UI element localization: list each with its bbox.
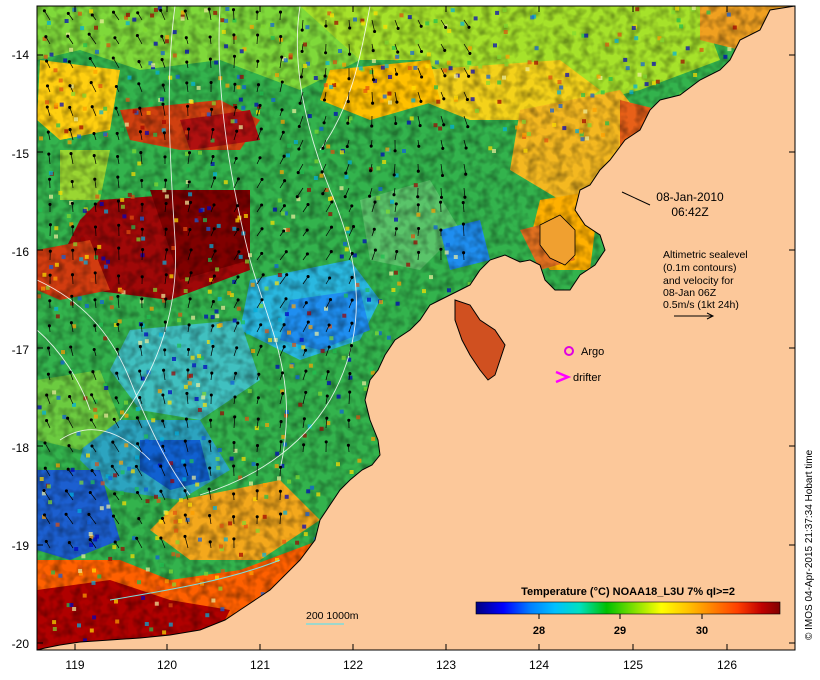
lon-label: 119: [65, 658, 84, 672]
credit-text: © IMOS 04-Apr-2015 21:37:34 Hobart time: [804, 449, 815, 640]
lat-label: -19: [12, 539, 30, 553]
sst-field: [37, 6, 795, 650]
colorbar-tick: 29: [614, 625, 626, 637]
peninsula: [454, 299, 506, 381]
timestamp-time: 06:42Z: [671, 205, 708, 219]
altimetry-line: and velocity for: [663, 275, 734, 287]
timestamp-date: 08-Jan-2010: [656, 190, 724, 204]
colorbar-tick: 30: [696, 625, 708, 637]
lon-label: 126: [717, 658, 737, 672]
altimetry-note: Altimetric sealevel (0.1m contours) and …: [663, 249, 748, 311]
timestamp-pointer: [621, 191, 651, 206]
lon-label: 124: [529, 658, 549, 672]
lat-label: -18: [12, 441, 30, 455]
lon-label: 123: [436, 658, 456, 672]
altimetry-line: 0.5m/s (1kt 24h): [663, 299, 739, 311]
plot-border: [36, 5, 796, 651]
lat-label: -20: [12, 637, 30, 651]
argo-label: Argo: [581, 346, 604, 358]
timestamp-annotation: 08-Jan-2010 06:42Z: [656, 190, 724, 219]
altimetry-line: 08-Jan 06Z: [663, 287, 717, 299]
lon-label: 121: [250, 658, 270, 672]
lat-label: -16: [12, 245, 30, 259]
lon-axis: 119 120 121 122 123 124 125 126: [65, 658, 737, 672]
drifter-marker: [555, 370, 572, 384]
lon-label: 125: [623, 658, 643, 672]
bay-inlet: [539, 214, 576, 266]
altimetry-line: Altimetric sealevel: [663, 249, 748, 261]
bathymetry-label: 200 1000m: [306, 610, 359, 622]
velocity-vectors: [42, 7, 472, 549]
altimetry-line: (0.1m contours): [663, 262, 737, 274]
sealevel-contours: [37, 6, 371, 496]
lat-label: -17: [12, 343, 30, 357]
drifter-label: drifter: [573, 372, 601, 384]
lon-label: 120: [157, 658, 177, 672]
colorbar: Temperature (°C) NOAA18_L3U 7% qI>=2 28 …: [475, 586, 781, 637]
colorbar-tick: 28: [533, 625, 545, 637]
lon-label: 122: [343, 658, 363, 672]
velocity-scale-arrow: [674, 312, 715, 320]
lat-label: -14: [12, 48, 30, 62]
argo-marker: [564, 346, 574, 356]
colorbar-gradient: [475, 601, 781, 615]
land-mass: [37, 6, 795, 650]
bathymetry-line: [109, 559, 281, 601]
lat-axis: -14 -15 -16 -17 -18 -19 -20: [12, 48, 30, 651]
colorbar-title: Temperature (°C) NOAA18_L3U 7% qI>=2: [521, 586, 735, 598]
lat-label: -15: [12, 147, 30, 161]
